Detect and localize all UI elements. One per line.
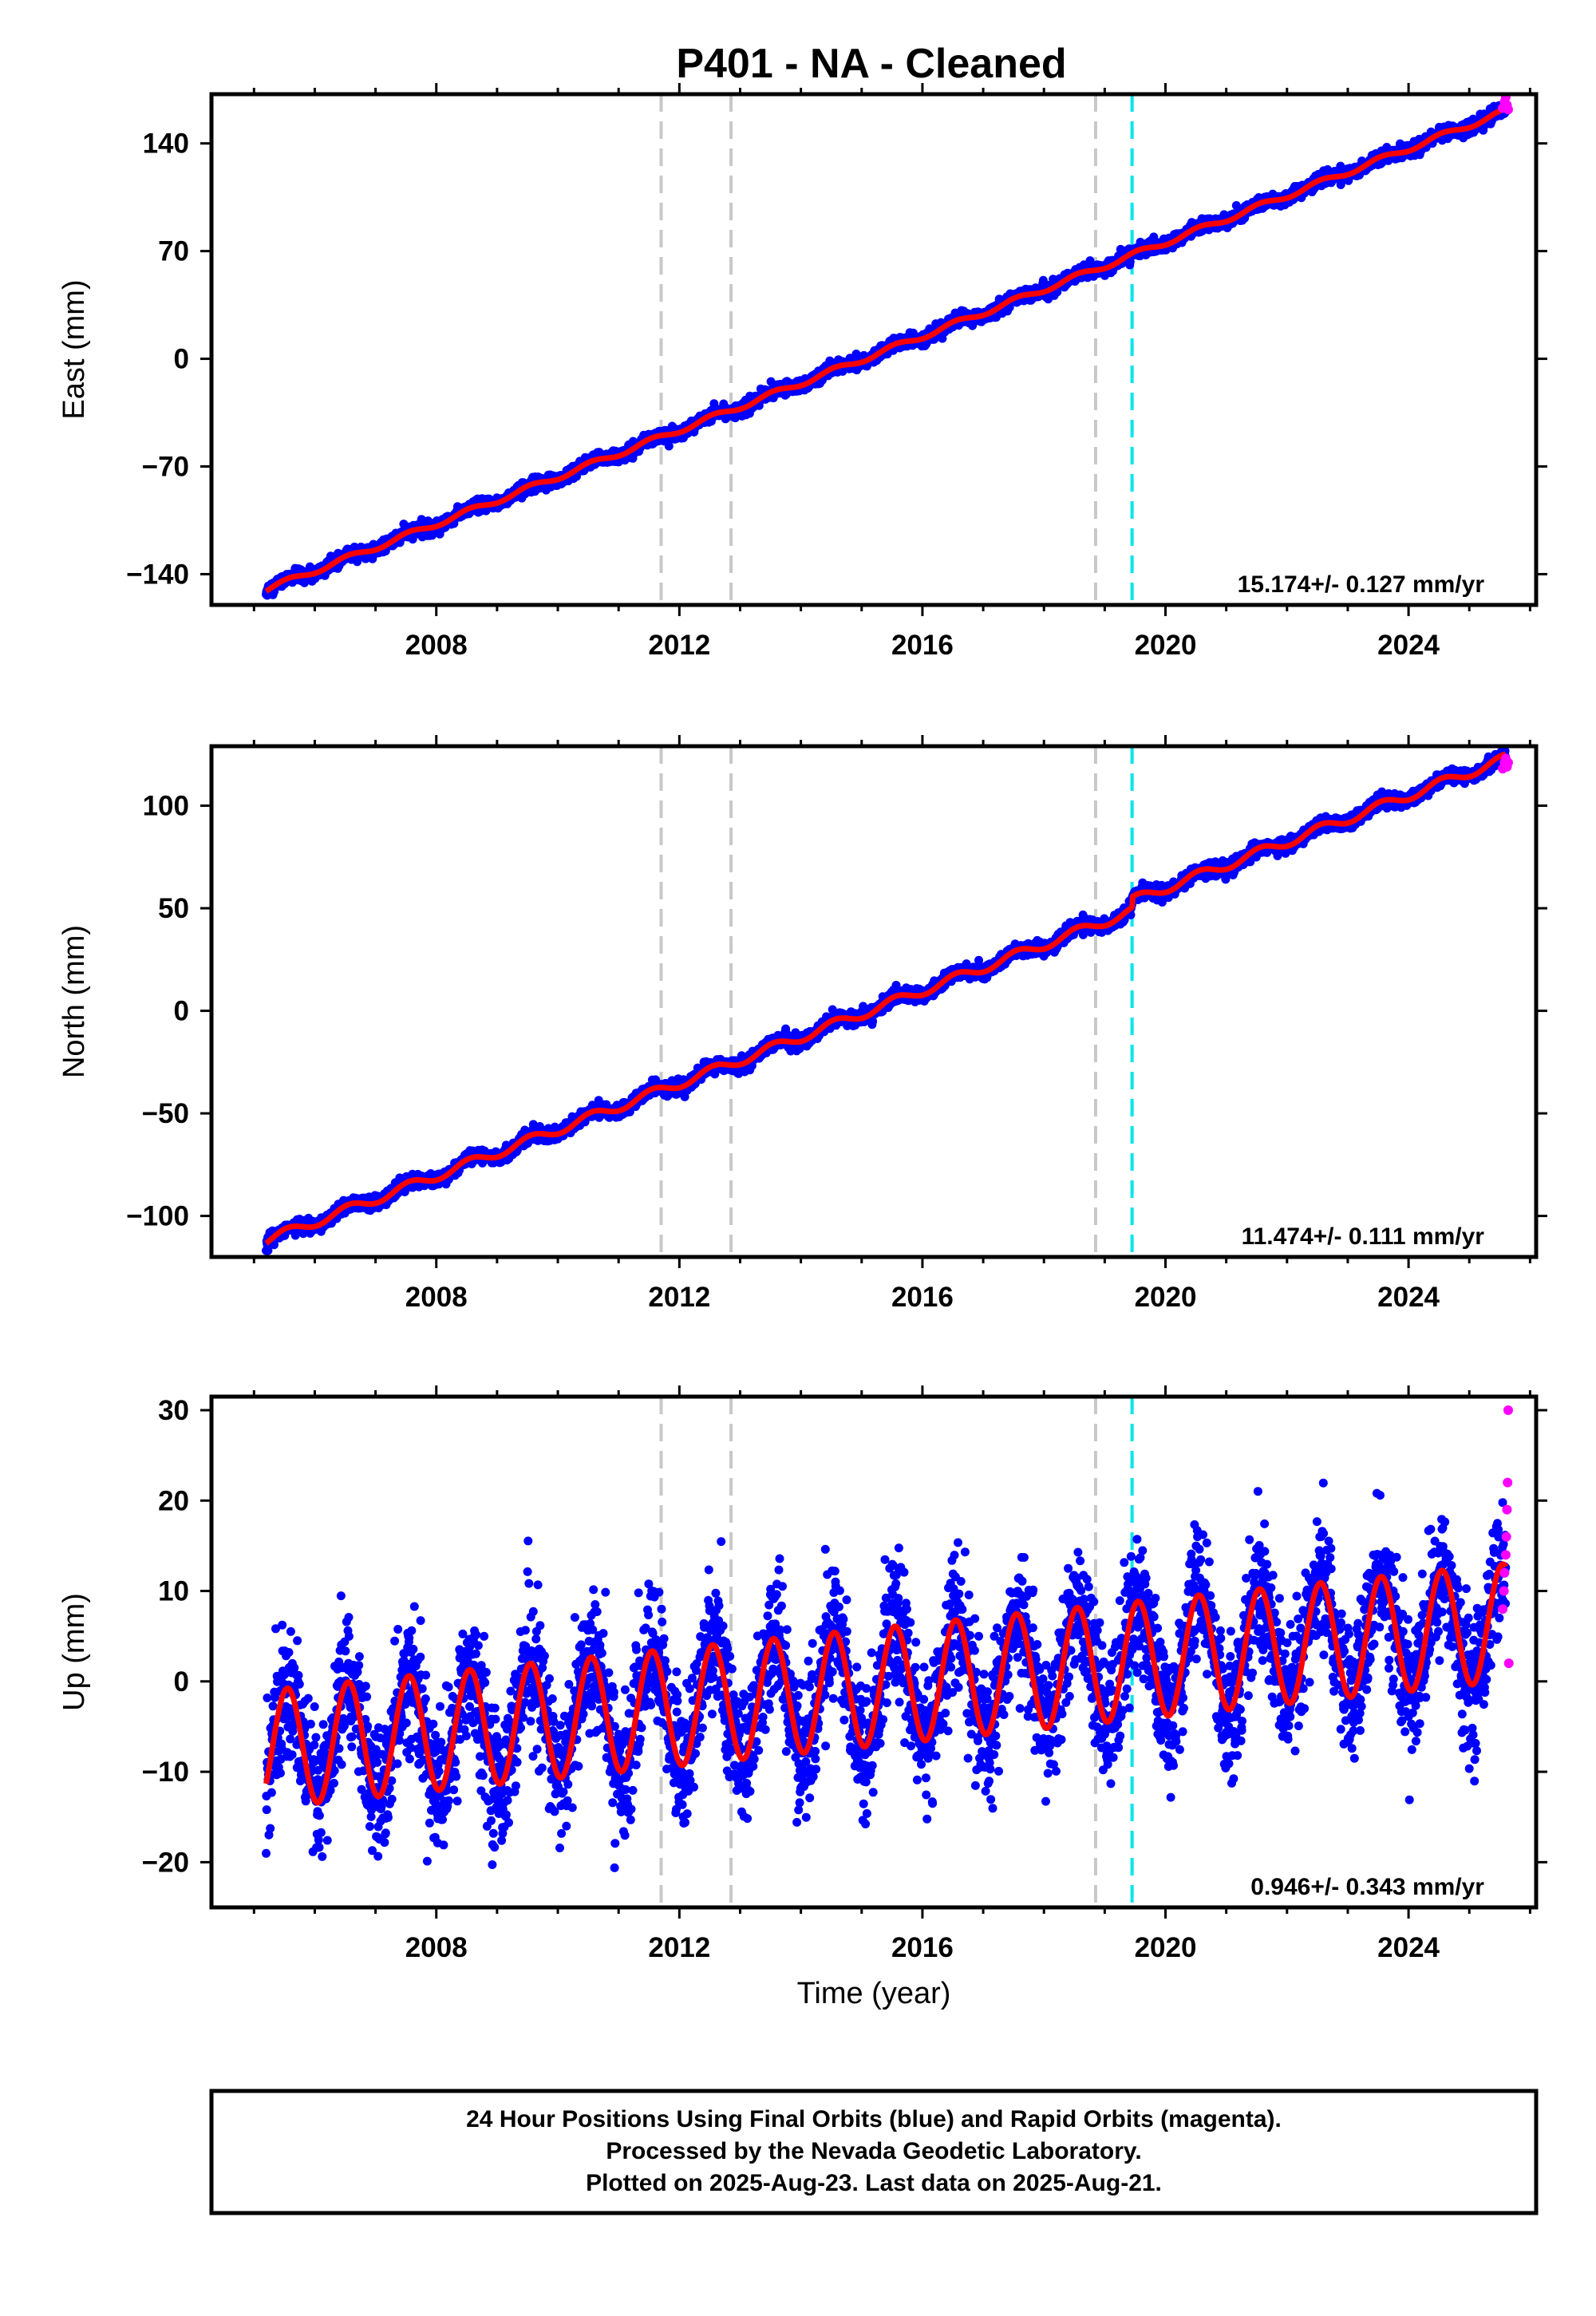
y-tick-label: −140 <box>126 559 189 590</box>
east-panel: 2008 2012 2016 2020 2024 140 70 0 −70 −140 East (m… <box>57 83 1547 661</box>
y-tick-label: 140 <box>143 128 189 160</box>
data-point <box>664 441 674 451</box>
y-axis-title: East (mm) <box>57 279 91 419</box>
y-tick-label: 70 <box>158 236 189 267</box>
y-tick-label: 0 <box>174 344 189 375</box>
x-tick-label: 2024 <box>1377 630 1440 661</box>
rapid-point <box>1503 105 1513 115</box>
x-tick-label: 2008 <box>405 630 468 661</box>
x-tick-label: 2020 <box>1135 630 1197 661</box>
figure-title: P401 - NA - Cleaned <box>676 41 1066 87</box>
x-tick-label: 2012 <box>648 630 710 661</box>
plot-area <box>262 94 1513 605</box>
x-tick-label: 2016 <box>891 630 954 661</box>
y-tick-label: −70 <box>142 452 189 483</box>
plot-area <box>262 746 1513 1257</box>
velocity-label: 15.174+/- 0.127 mm/yr <box>1238 571 1485 598</box>
model-curve <box>263 105 1508 594</box>
